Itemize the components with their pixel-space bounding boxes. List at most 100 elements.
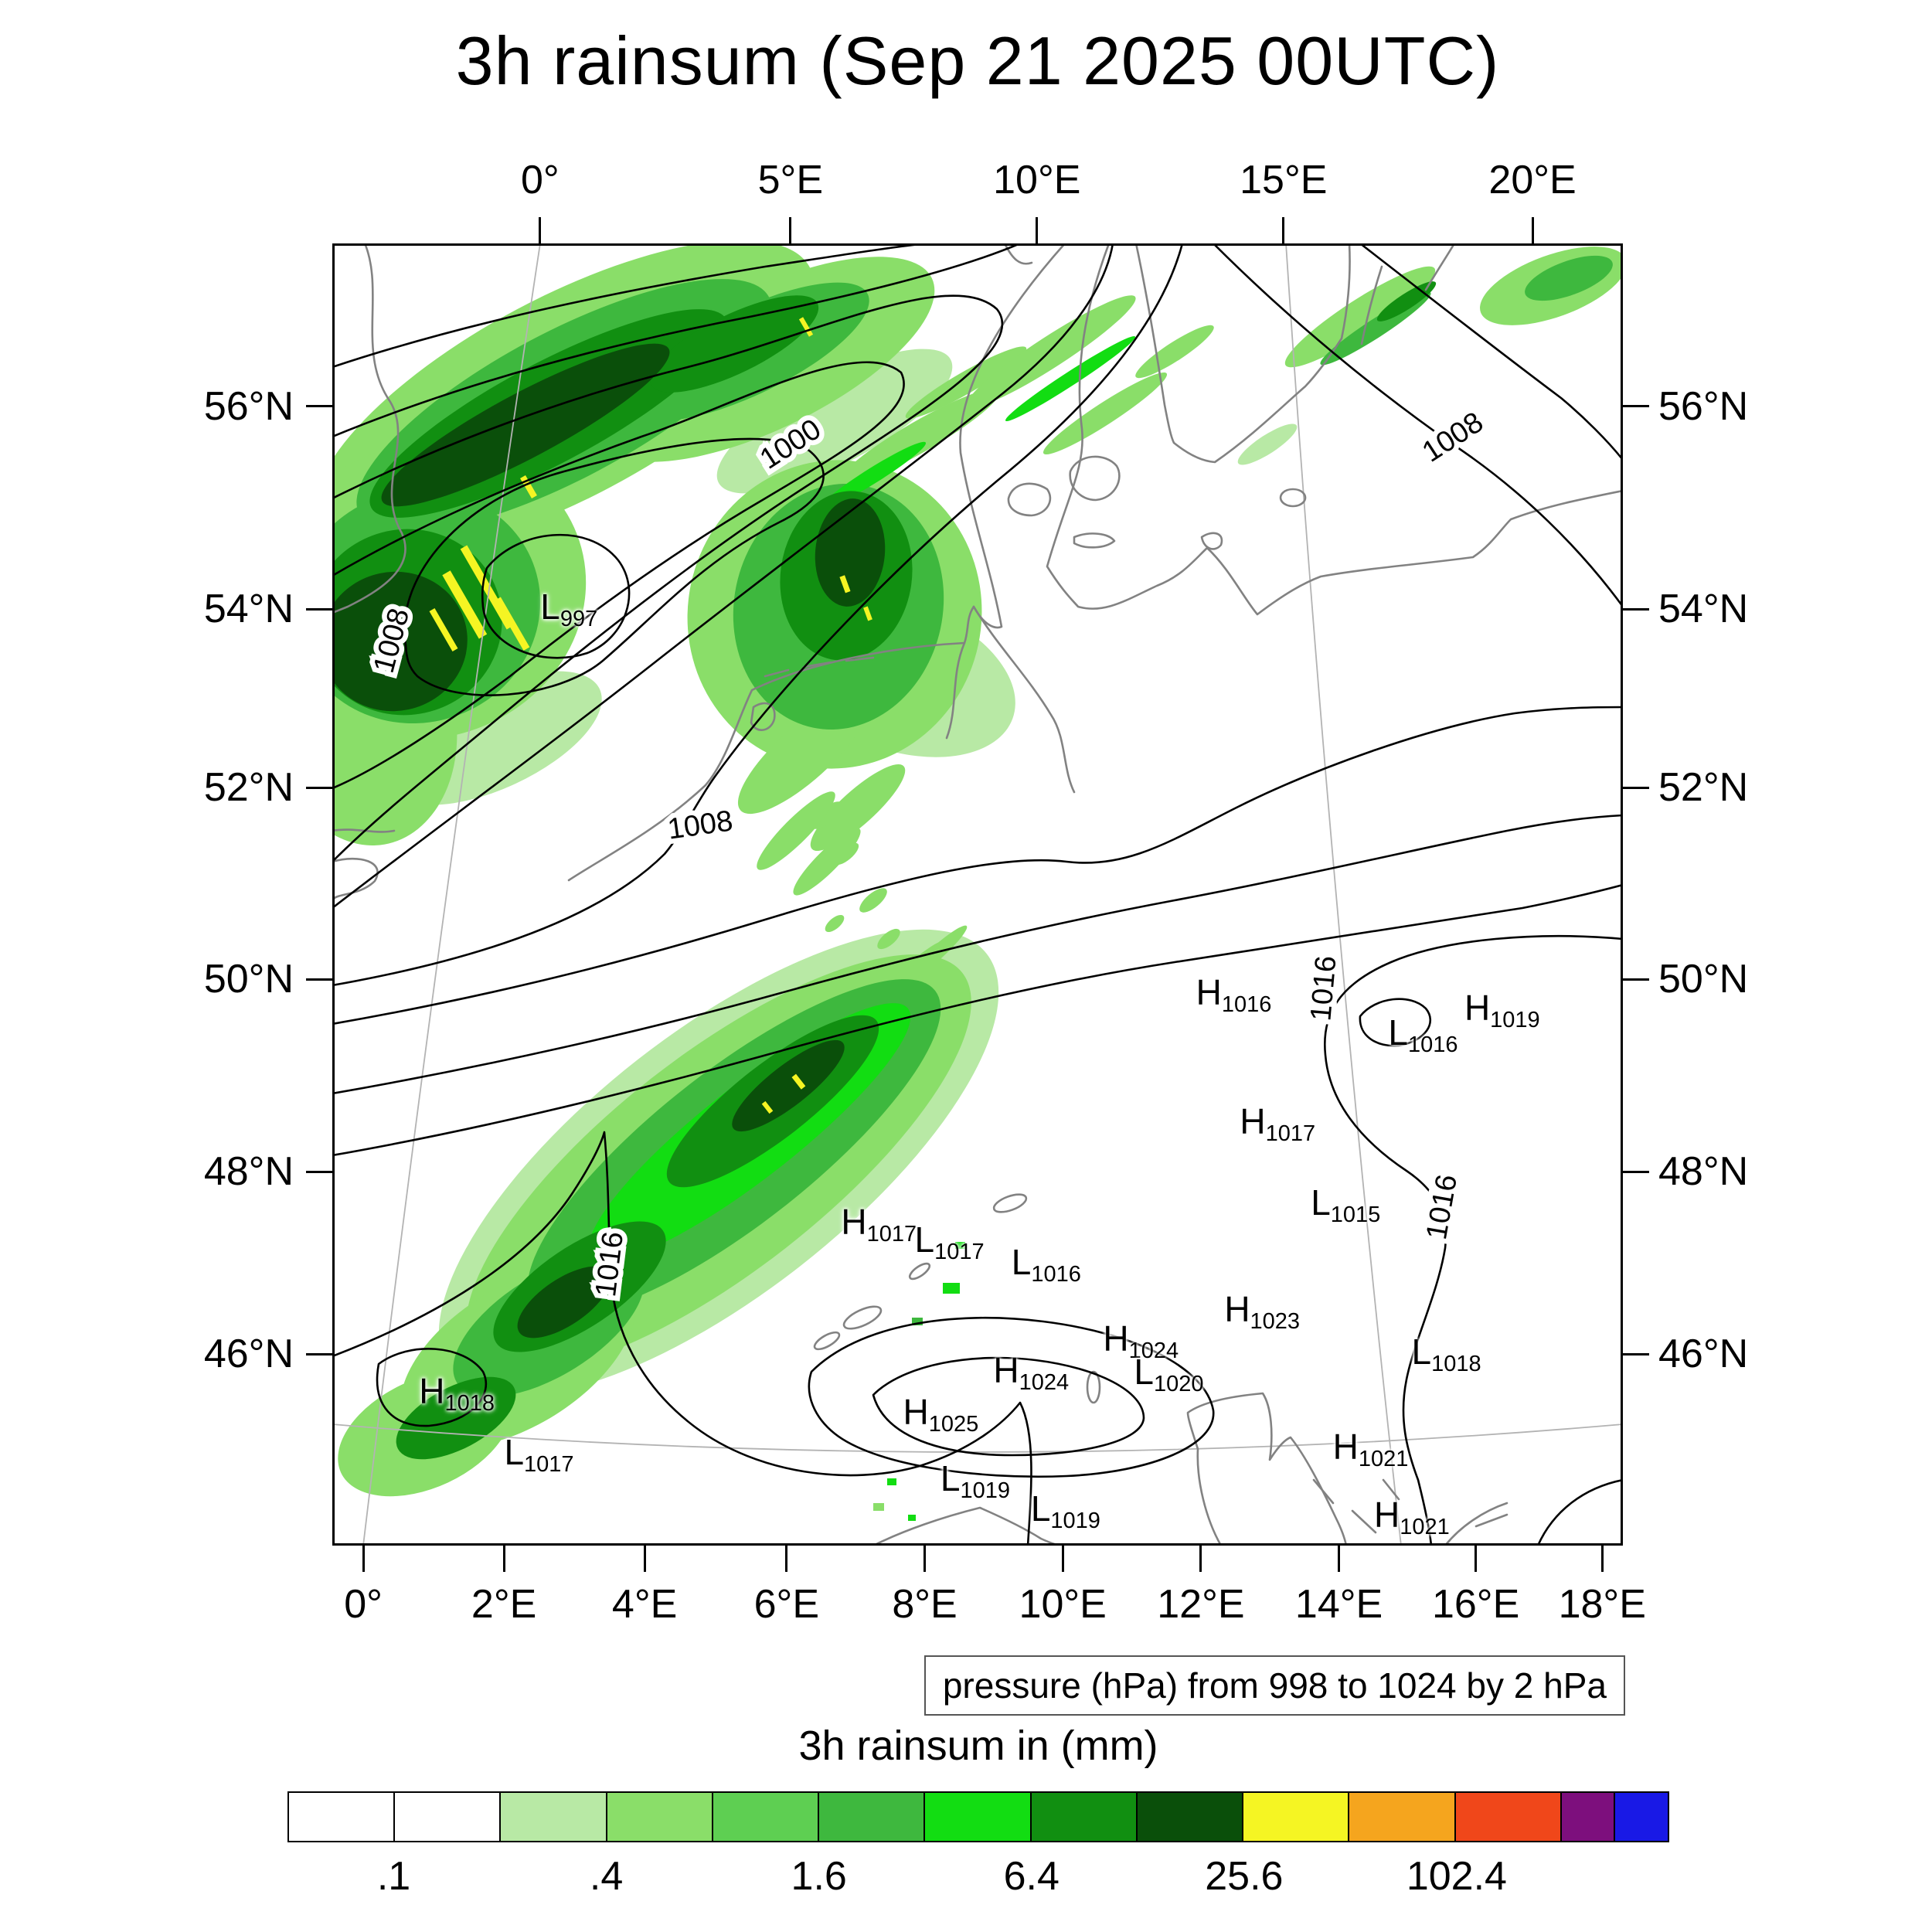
river-elbe — [972, 605, 1076, 794]
colorbar-tick-label: 102.4 — [1406, 1854, 1507, 1899]
bottom-axis-label: 16°E — [1431, 1582, 1520, 1627]
bottom-axis-label: 4°E — [611, 1582, 678, 1627]
isobar-closed-1018-west — [376, 1348, 488, 1427]
lake-geneva — [842, 1305, 883, 1330]
isobar-label-1016: 1016 — [1420, 1172, 1464, 1243]
top-axis-tick — [1036, 217, 1039, 243]
left-axis-tick — [306, 607, 332, 611]
coast-gotland — [1424, 243, 1456, 291]
bottom-axis-label: 2°E — [471, 1582, 537, 1627]
colorbar-cell — [607, 1793, 713, 1841]
isobar-1006-northeast — [1359, 243, 1623, 461]
bottom-axis-label: 0° — [344, 1582, 383, 1627]
right-axis-tick — [1623, 978, 1649, 981]
parallel-45N — [332, 1423, 1623, 1453]
top-axis-label: 10°E — [993, 158, 1081, 202]
isobar-label-1016: 1016 — [1304, 954, 1342, 1022]
coast-croatia-islands-2 — [1351, 1509, 1377, 1534]
coast-continent-northsea — [567, 243, 1066, 882]
colorbar-cell — [395, 1793, 502, 1841]
left-axis-label: 54°N — [203, 587, 294, 632]
isobar-1010 — [332, 706, 1623, 1026]
coast-wadden-2 — [802, 661, 832, 668]
right-axis-label: 50°N — [1658, 957, 1749, 1002]
left-axis-tick — [306, 978, 332, 981]
coast-ijsselmeer — [750, 702, 776, 731]
top-axis-tick — [789, 217, 792, 243]
colorbar-tick-label: 6.4 — [1003, 1854, 1060, 1899]
left-axis-label: 56°N — [203, 383, 294, 429]
bottom-axis-label: 18°E — [1558, 1582, 1646, 1627]
bottom-axis-tick — [1338, 1546, 1341, 1572]
top-axis-tick — [539, 217, 542, 243]
isobar-label-1008: 1008 — [1417, 406, 1489, 468]
bottom-axis-label: 12°E — [1157, 1582, 1245, 1627]
colorbar-title: 3h rainsum in (mm) — [798, 1723, 1158, 1769]
bottom-axis-tick — [502, 1546, 505, 1572]
island-lolland — [1073, 532, 1116, 549]
coast-norway-tip — [1003, 243, 1033, 265]
bottom-axis-tick — [643, 1546, 646, 1572]
isobar-1006-south — [332, 243, 1114, 910]
meridian-0E — [362, 243, 541, 1546]
left-axis-label: 46°N — [203, 1332, 294, 1377]
colorbar — [287, 1791, 1669, 1842]
coast-channel — [332, 857, 379, 902]
island-bornholm — [1279, 488, 1307, 508]
colorbar-tick-label: .1 — [376, 1854, 411, 1899]
isobar-alps-inner — [872, 1356, 1145, 1457]
river-weser — [945, 641, 966, 740]
coast-sweden-south — [1134, 243, 1351, 464]
right-axis-tick — [1623, 405, 1649, 408]
island-funen — [1007, 482, 1052, 517]
left-axis-tick — [306, 405, 332, 408]
top-axis-label: 15°E — [1240, 158, 1328, 202]
colorbar-cell — [1243, 1793, 1350, 1841]
isobar-1008-north — [332, 243, 928, 369]
top-axis-tick — [1531, 217, 1534, 243]
top-axis-label: 20°E — [1488, 158, 1577, 202]
isobar-1002 — [332, 361, 905, 790]
colorbar-tick-label: 1.6 — [791, 1854, 847, 1899]
island-ruegen — [1200, 532, 1223, 550]
island-zealand — [1069, 455, 1121, 502]
colorbar-cell — [289, 1793, 396, 1841]
right-axis-tick — [1623, 786, 1649, 789]
precipitation-shading — [332, 243, 1623, 1521]
left-axis-label: 50°N — [203, 957, 294, 1002]
right-axis-label: 52°N — [1658, 765, 1749, 811]
colorbar-cell — [1137, 1793, 1244, 1841]
isobar-1008-south — [332, 243, 1184, 987]
latlon-gridlines — [332, 243, 1623, 1546]
right-axis-label: 46°N — [1658, 1332, 1749, 1377]
lake-garda — [1086, 1370, 1101, 1404]
bottom-axis-tick — [1061, 1546, 1064, 1572]
lake-neuchatel — [813, 1331, 841, 1351]
isobar-corner-southeast — [1536, 1478, 1623, 1546]
colorbar-tick-label: 25.6 — [1205, 1854, 1284, 1899]
isobar-1008-northeast — [1213, 243, 1623, 607]
right-axis-label: 56°N — [1658, 383, 1749, 429]
colorbar-cell — [1561, 1793, 1616, 1841]
lake-constance — [992, 1193, 1028, 1213]
meridian-15E — [1285, 243, 1402, 1546]
left-axis-tick — [306, 1352, 332, 1355]
right-axis-tick — [1623, 1352, 1649, 1355]
isobar-1006-north — [332, 243, 1021, 438]
isobar-1004 — [332, 294, 1004, 862]
bottom-axis-tick — [923, 1546, 927, 1572]
coast-croatia-south — [1444, 1502, 1509, 1546]
isobar-1014 — [332, 883, 1623, 1157]
coast-oland — [1360, 265, 1383, 345]
precip-level-25.6 — [429, 317, 872, 1114]
colorbar-cell — [1031, 1793, 1138, 1841]
top-axis-tick — [1282, 217, 1285, 243]
left-axis-tick — [306, 786, 332, 789]
bottom-axis-tick — [785, 1546, 788, 1572]
isobar-closed-east — [1359, 998, 1431, 1047]
colorbar-cell — [713, 1793, 820, 1841]
right-axis-label: 48°N — [1658, 1149, 1749, 1195]
right-axis-label: 54°N — [1658, 587, 1749, 632]
isobar-1012 — [332, 814, 1623, 1095]
